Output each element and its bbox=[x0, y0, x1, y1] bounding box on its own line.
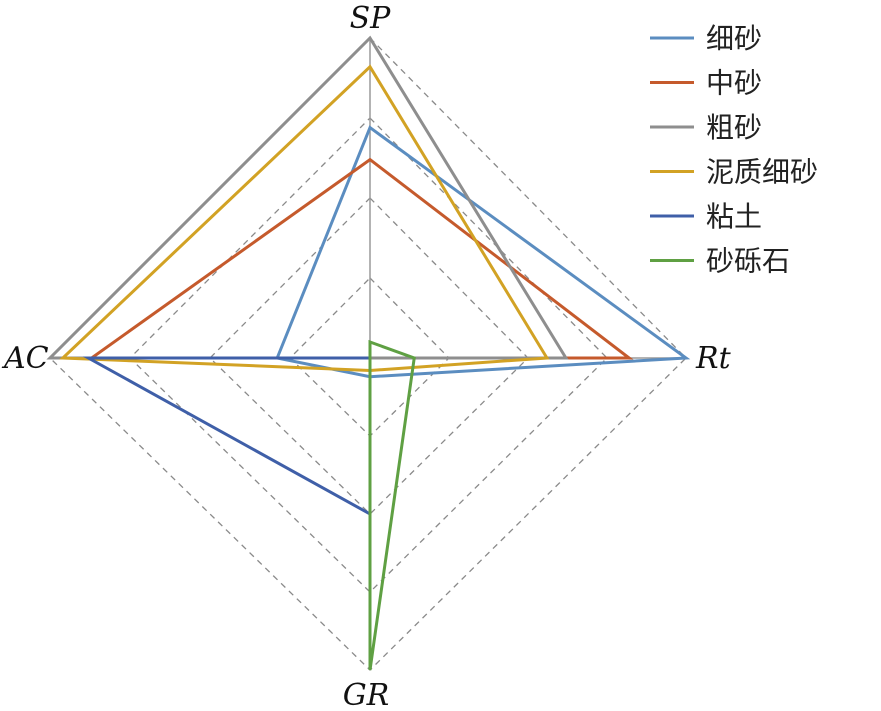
grid-ring-3 bbox=[129, 117, 608, 593]
series-group bbox=[46, 35, 691, 671]
series-line-2 bbox=[46, 35, 569, 360]
legend-label-3: 泥质细砂 bbox=[706, 156, 818, 189]
axis-label-gr: GR bbox=[343, 678, 390, 711]
legend-label-1: 中砂 bbox=[706, 67, 762, 100]
legend-label-4: 粘土 bbox=[706, 200, 762, 233]
legend-label-5: 砂砾石 bbox=[706, 245, 790, 278]
axis-label-ac: AC bbox=[1, 341, 49, 376]
legend-label-2: 粗砂 bbox=[706, 111, 762, 144]
series-line-4 bbox=[82, 356, 372, 517]
series-line-5 bbox=[368, 339, 416, 671]
axis-label-sp: SP bbox=[350, 1, 392, 36]
legend-label-0: 细砂 bbox=[706, 22, 762, 55]
axis-label-rt: Rt bbox=[695, 341, 732, 376]
